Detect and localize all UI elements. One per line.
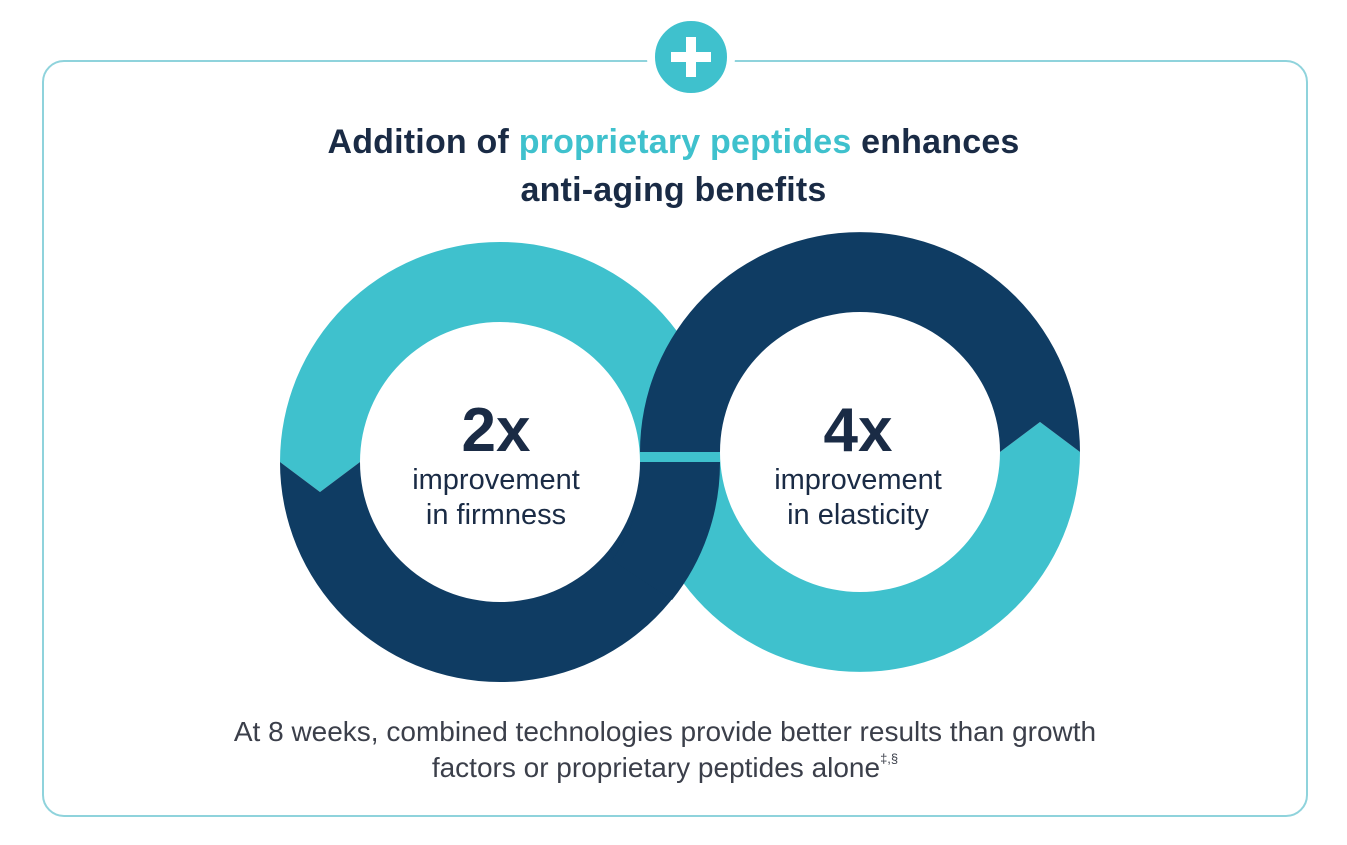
stat-firmness-label-1: improvement (412, 464, 580, 496)
left-ring-teal-arc (280, 242, 720, 492)
plus-icon (671, 37, 711, 77)
footnote-line2: factors or proprietary peptides alone (431, 752, 881, 783)
stat-elasticity-value: 4x (823, 396, 893, 465)
plus-badge (647, 13, 735, 101)
stat-elasticity-label-2: in elasticity (787, 499, 929, 531)
footnote-line1: At 8 weeks, combined technologies provid… (233, 716, 1097, 747)
headline-line2: anti-aging benefits (520, 171, 827, 209)
right-ring-navy-arc (640, 232, 1080, 452)
stat-elasticity-label-1: improvement (774, 464, 942, 496)
footnote: At 8 weeks, combined technologies provid… (0, 714, 1330, 786)
headline-suffix: enhances (851, 123, 1020, 161)
left-ring-navy-arc (280, 462, 720, 682)
headline: Addition of proprietary peptides enhance… (0, 118, 1347, 214)
headline-prefix: Addition of (327, 123, 519, 161)
stat-firmness-value: 2x (461, 396, 531, 465)
headline-highlight: proprietary peptides (518, 123, 852, 161)
left-ring-navy-overlap (612, 462, 721, 600)
footnote-superscript: ‡,§ (880, 751, 899, 766)
stat-firmness: 2x improvement in firmness (366, 400, 626, 532)
right-ring-teal-arc (640, 422, 1080, 672)
stat-firmness-label-2: in firmness (425, 499, 567, 531)
stat-elasticity: 4x improvement in elasticity (728, 400, 988, 532)
